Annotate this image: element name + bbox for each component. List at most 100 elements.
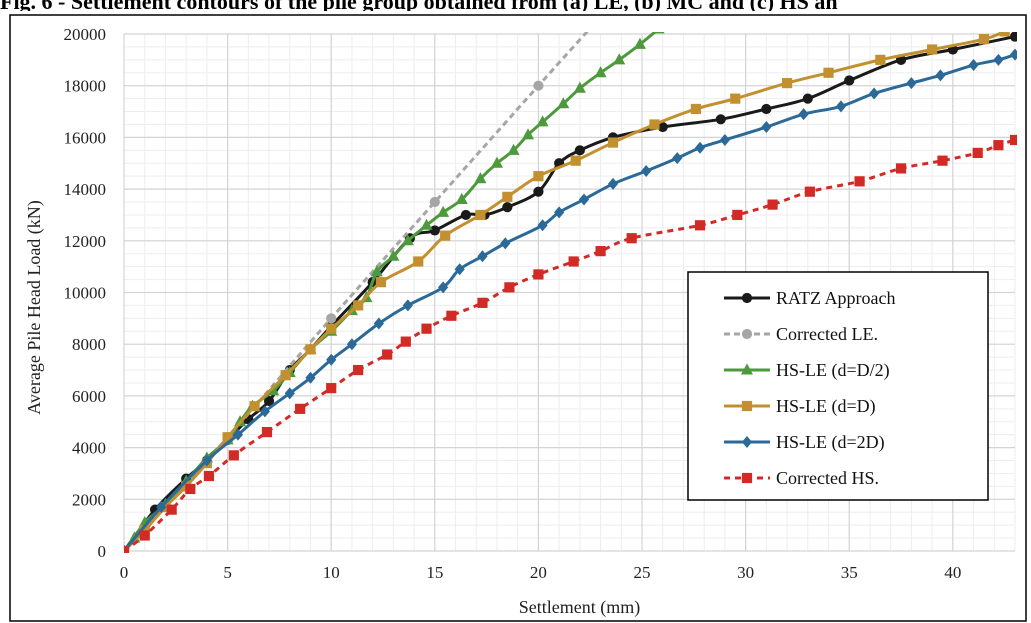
data-point bbox=[741, 328, 753, 340]
data-point bbox=[935, 69, 946, 82]
data-point bbox=[446, 310, 457, 321]
data-point bbox=[927, 44, 938, 55]
data-point bbox=[259, 405, 271, 418]
x-tick-label: 20 bbox=[530, 563, 547, 582]
data-point bbox=[400, 336, 411, 347]
data-point bbox=[490, 156, 503, 168]
data-point bbox=[522, 128, 535, 140]
data-point bbox=[690, 103, 701, 115]
data-point bbox=[280, 370, 291, 381]
data-point bbox=[507, 143, 520, 155]
x-tick-label: 40 bbox=[944, 563, 961, 582]
data-point bbox=[346, 338, 358, 351]
data-point bbox=[502, 202, 513, 213]
x-tick-label: 25 bbox=[634, 563, 651, 582]
data-point bbox=[574, 145, 585, 156]
data-point bbox=[568, 256, 579, 267]
data-point bbox=[353, 300, 364, 311]
legend-label: HS-LE (d=D/2) bbox=[776, 360, 890, 381]
data-point bbox=[249, 401, 260, 412]
data-point bbox=[533, 171, 544, 182]
data-point bbox=[420, 218, 433, 230]
data-point bbox=[201, 454, 212, 467]
data-point bbox=[895, 163, 907, 174]
series-hs-le-d-d-2 bbox=[124, 32, 665, 553]
data-point bbox=[937, 155, 948, 166]
y-tick-label: 2000 bbox=[72, 490, 106, 509]
data-point bbox=[326, 313, 337, 324]
series-corrected-hs bbox=[124, 134, 1017, 553]
x-tick-label: 0 bbox=[120, 563, 129, 582]
y-tick-label: 12000 bbox=[64, 232, 107, 251]
data-point bbox=[972, 147, 983, 159]
data-point bbox=[477, 297, 488, 308]
data-point bbox=[326, 353, 337, 366]
legend-box bbox=[687, 271, 989, 501]
data-point bbox=[502, 191, 513, 202]
data-point bbox=[124, 545, 130, 553]
data-point bbox=[781, 78, 793, 89]
data-point bbox=[373, 317, 384, 330]
data-point bbox=[533, 186, 544, 197]
data-point bbox=[460, 209, 471, 221]
data-point bbox=[166, 504, 177, 515]
data-point bbox=[437, 205, 450, 217]
data-point bbox=[185, 483, 196, 495]
data-point bbox=[353, 364, 364, 376]
data-point bbox=[613, 53, 626, 65]
data-point bbox=[402, 299, 413, 312]
data-point bbox=[875, 54, 886, 65]
data-point bbox=[730, 93, 741, 104]
legend-item: Corrected HS. bbox=[724, 468, 879, 488]
data-point bbox=[761, 121, 772, 134]
legend-label: Corrected LE. bbox=[776, 324, 878, 344]
x-tick-label: 30 bbox=[737, 563, 754, 582]
y-tick-label: 8000 bbox=[72, 335, 106, 354]
data-point bbox=[554, 206, 565, 219]
data-point bbox=[429, 196, 440, 208]
data-point bbox=[263, 395, 275, 407]
data-point bbox=[156, 501, 167, 514]
data-point bbox=[868, 87, 880, 100]
data-point bbox=[741, 436, 753, 448]
data-point bbox=[375, 277, 387, 288]
legend-item: Corrected LE. bbox=[724, 324, 878, 344]
data-point bbox=[672, 152, 683, 165]
data-point bbox=[429, 225, 440, 236]
legend-label: RATZ Approach bbox=[776, 288, 895, 308]
data-point bbox=[657, 121, 668, 133]
data-point bbox=[454, 263, 465, 276]
data-point bbox=[802, 93, 813, 104]
data-point bbox=[589, 19, 599, 29]
data-point bbox=[537, 219, 548, 232]
y-tick-label: 0 bbox=[98, 542, 107, 561]
data-point bbox=[719, 133, 731, 146]
data-point bbox=[500, 237, 511, 250]
data-point bbox=[326, 323, 337, 334]
data-point bbox=[413, 256, 424, 267]
data-point bbox=[455, 192, 468, 204]
data-point bbox=[694, 141, 706, 154]
data-point bbox=[767, 199, 778, 210]
data-point bbox=[228, 450, 239, 461]
data-point bbox=[626, 233, 637, 244]
data-point bbox=[557, 97, 570, 109]
data-point bbox=[203, 470, 215, 482]
data-point bbox=[607, 177, 619, 190]
legend-label: HS-LE (d=D) bbox=[776, 396, 876, 417]
data-point bbox=[387, 249, 400, 261]
data-point bbox=[401, 234, 414, 246]
data-point bbox=[440, 230, 451, 241]
data-point bbox=[438, 281, 449, 294]
legend-label: Corrected HS. bbox=[776, 468, 879, 488]
data-point bbox=[999, 32, 1010, 37]
chart-frame bbox=[9, 14, 1027, 622]
y-tick-label: 20000 bbox=[64, 25, 107, 44]
data-point bbox=[284, 387, 295, 400]
data-point bbox=[633, 37, 646, 49]
data-point bbox=[261, 426, 273, 438]
data-point bbox=[993, 53, 1004, 66]
data-point bbox=[978, 34, 990, 45]
data-point bbox=[570, 155, 581, 166]
